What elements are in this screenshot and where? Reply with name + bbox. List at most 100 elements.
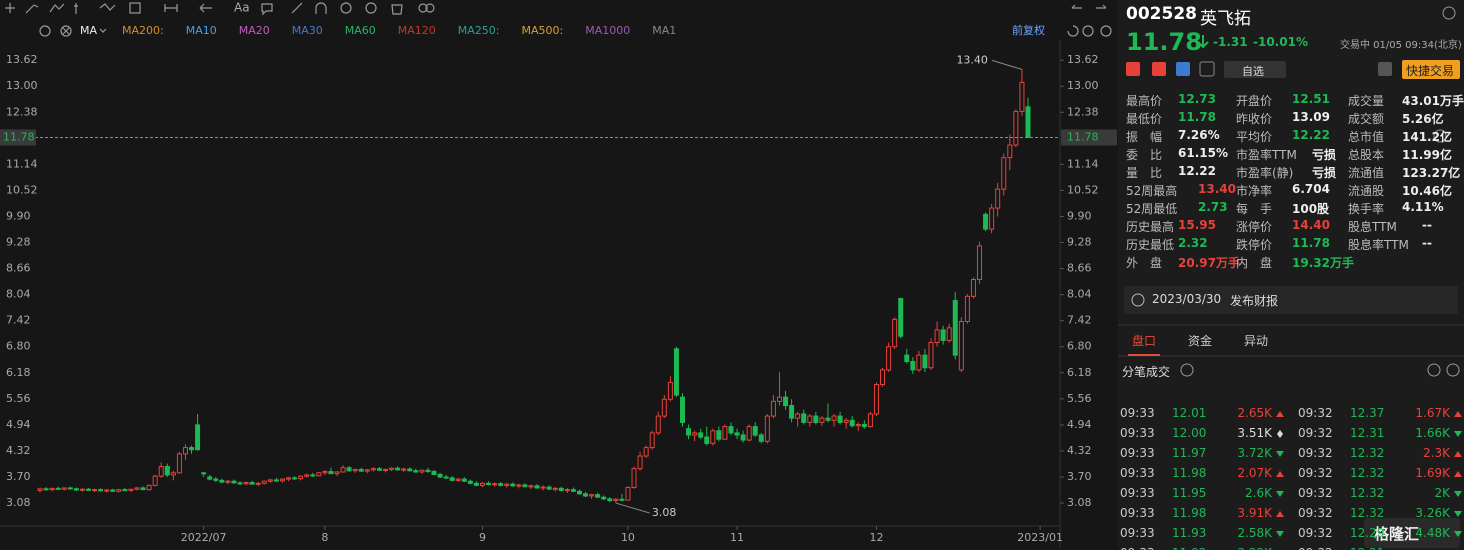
indicator[interactable]: MA xyxy=(80,24,97,37)
candle-body xyxy=(673,348,679,396)
badge xyxy=(1176,62,1190,76)
candle-body xyxy=(952,300,958,356)
more-icon[interactable] xyxy=(1427,363,1441,377)
stat-value: 10.46亿 xyxy=(1402,184,1452,198)
tab[interactable]: 异动 xyxy=(1244,334,1269,348)
close-icon[interactable] xyxy=(60,25,72,37)
settings-icon[interactable] xyxy=(1442,6,1456,20)
quote-panel: 002528 英飞拓 11.78 -1.31 -10.01% 交易中 01/05… xyxy=(1118,0,1464,550)
candle-body xyxy=(1025,106,1031,138)
down-arrow xyxy=(1197,35,1209,49)
trade-time: 09:32 xyxy=(1298,446,1333,460)
tool-icon[interactable] xyxy=(5,3,15,13)
candle-body xyxy=(322,471,328,474)
tool-icon[interactable] xyxy=(261,3,273,16)
candle-body xyxy=(279,478,285,482)
candle-body xyxy=(286,477,292,480)
price-tag-label: 11.78 xyxy=(3,130,35,143)
candle-body xyxy=(425,469,431,473)
close-icon[interactable] xyxy=(1082,25,1094,37)
more-icon[interactable] xyxy=(1433,129,1447,143)
candle-body xyxy=(85,488,91,491)
ma-label: MA10 xyxy=(186,24,217,37)
tool-icon[interactable] xyxy=(99,3,116,11)
tool-icon[interactable] xyxy=(199,3,212,13)
dropdown[interactable] xyxy=(99,28,107,33)
trade-volume: 3.91K xyxy=(1237,506,1272,520)
candle-body xyxy=(67,487,73,490)
candle-body xyxy=(946,327,952,341)
bell[interactable] xyxy=(1378,62,1392,76)
y-tick-label: 3.08 xyxy=(6,496,31,509)
settings-icon[interactable] xyxy=(39,25,51,37)
candle-body xyxy=(43,488,49,491)
candle-body xyxy=(189,447,195,451)
stat-value: 19.32万手 xyxy=(1292,256,1354,270)
candle-body xyxy=(861,423,867,428)
tool-icon[interactable] xyxy=(25,4,39,14)
watchlist-label[interactable]: 自选 xyxy=(1242,65,1264,78)
tool-icon[interactable] xyxy=(340,2,352,14)
tool-icon[interactable] xyxy=(49,3,65,13)
stat-value: 14.40 xyxy=(1292,218,1330,232)
candle-body xyxy=(570,489,576,492)
tool-icon[interactable] xyxy=(129,2,141,14)
tool-icon[interactable] xyxy=(315,2,327,14)
trade-price: 12.32 xyxy=(1350,506,1385,520)
candle-body xyxy=(795,413,801,419)
y-tick-label: 3.70 xyxy=(6,470,31,483)
candle-body xyxy=(752,426,758,436)
trade-price: 12.29 xyxy=(1350,526,1385,540)
stat-label: 振 幅 xyxy=(1126,130,1163,144)
candle-body xyxy=(346,467,352,472)
tool-icon[interactable] xyxy=(391,4,403,15)
tab[interactable]: 资金 xyxy=(1188,334,1213,348)
stat-value: 43.01万手 xyxy=(1402,94,1464,108)
redo[interactable] xyxy=(1096,4,1107,9)
stat-value: 11.78 xyxy=(1292,236,1330,250)
watchlist-button[interactable] xyxy=(1224,61,1286,78)
tool-icon[interactable] xyxy=(74,3,78,14)
candle-body xyxy=(116,489,122,492)
candle-body xyxy=(740,434,746,441)
arrow-icon[interactable] xyxy=(1446,363,1460,377)
stat-value: 13.09 xyxy=(1292,110,1330,124)
settings-icon[interactable] xyxy=(1100,25,1112,37)
trade-direction xyxy=(1276,471,1284,477)
tool-icon[interactable] xyxy=(291,2,303,14)
notice-date: 2023/03/30 xyxy=(1152,292,1222,306)
undo[interactable] xyxy=(1071,4,1082,9)
stat-label: 历史最高 xyxy=(1126,220,1175,234)
candle-body xyxy=(801,413,807,423)
candle-body xyxy=(170,472,176,476)
candle-body xyxy=(98,489,104,492)
candle-body xyxy=(764,415,770,442)
x-tick-label: 12 xyxy=(869,531,883,544)
candle-body xyxy=(837,415,843,423)
trade-price: 11.93 xyxy=(1172,526,1207,540)
tool-icon[interactable] xyxy=(164,4,178,12)
candle-body xyxy=(770,400,776,417)
candle-body xyxy=(934,329,940,344)
adjust-mode[interactable]: 前复权 xyxy=(1012,23,1045,37)
tool-icon[interactable] xyxy=(425,3,435,13)
candle-body xyxy=(631,468,637,489)
quick-trade-button[interactable] xyxy=(1402,60,1460,79)
tool-icon[interactable] xyxy=(418,3,428,13)
reset-icon[interactable] xyxy=(1067,25,1079,37)
y-tick-label: 4.32 xyxy=(6,444,31,457)
price-tag xyxy=(0,129,36,146)
annotation-label: 3.08 xyxy=(652,506,677,519)
badge xyxy=(1126,62,1140,76)
toolbar xyxy=(5,2,1112,37)
tool-icon[interactable] xyxy=(365,2,377,14)
last-price: 11.78 xyxy=(1126,28,1202,56)
candle-body xyxy=(443,476,449,479)
trade-price: 12.32 xyxy=(1350,446,1385,460)
quick-trade-label[interactable]: 快捷交易 xyxy=(1406,64,1455,78)
close-icon[interactable] xyxy=(62,27,70,35)
candle-body xyxy=(176,453,182,474)
font-tool[interactable]: Aa xyxy=(234,1,250,15)
tab[interactable]: 盘口 xyxy=(1132,334,1157,348)
candle-body xyxy=(376,468,382,471)
